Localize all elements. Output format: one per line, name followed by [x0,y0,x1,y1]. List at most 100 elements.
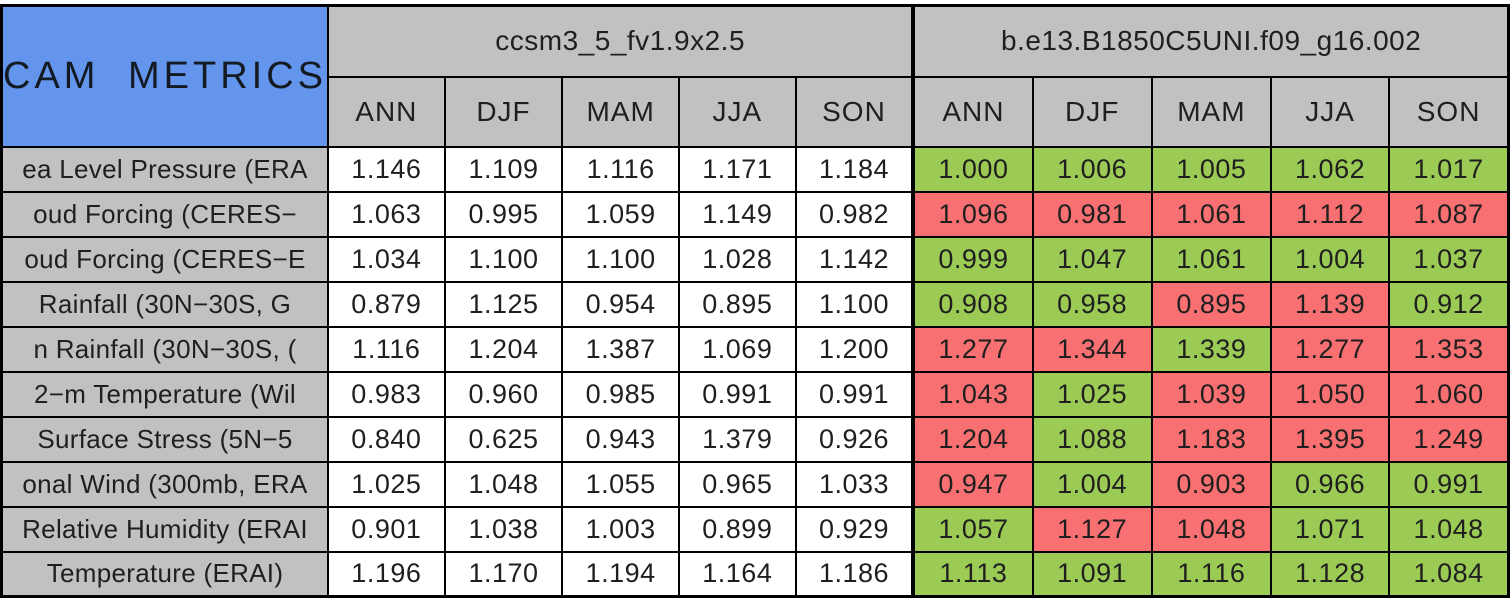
model1-value-cell: 0.879 [327,280,446,328]
metrics-rows: ea Level Pressure (ERA 1.146 1.109 1.116 1.1… [0,145,1510,598]
model1-value-cell: 0.901 [327,505,446,553]
model1-value-cell: 0.840 [327,415,446,463]
model2-value-cell: 0.958 [1031,280,1153,328]
model2-value-cell: 1.353 [1388,325,1510,373]
model1-value-cell: 0.995 [443,190,564,238]
season-header-m1-son: SON [794,75,915,148]
model2-value-cell: 1.113 [911,550,1034,598]
model1-value-cell: 0.991 [794,370,915,418]
model1-value-cell: 0.954 [561,280,680,328]
model1-value-cell: 0.985 [561,370,680,418]
model1-value-cell: 0.960 [443,370,564,418]
model1-value-cell: 1.387 [561,325,680,373]
model2-value-cell: 1.043 [911,370,1034,418]
model2-value-cell: 1.006 [1031,145,1153,193]
metric-label-cell: 2−m Temperature (Wil [0,370,329,418]
model2-value-cell: 0.895 [1150,280,1272,328]
model1-value-cell: 1.142 [794,235,915,283]
model1-value-cell: 0.943 [561,415,680,463]
model1-value-cell: 1.100 [443,235,564,283]
model1-value-cell: 1.200 [794,325,915,373]
model1-value-cell: 1.125 [443,280,564,328]
model2-value-cell: 1.017 [1388,145,1510,193]
model2-value-cell: 1.004 [1031,460,1153,508]
season-header-m1-ann: ANN [327,75,446,148]
model1-value-cell: 1.034 [327,235,446,283]
season-header-m2-mam: MAM [1150,75,1272,148]
metric-row: 2−m Temperature (Wil 0.983 0.960 0.985 0.991… [0,370,1510,418]
model2-value-cell: 1.204 [911,415,1034,463]
metric-row: Temperature (ERAI) 1.196 1.170 1.194 1.164 1.… [0,550,1510,598]
season-header-m2-son: SON [1388,75,1510,148]
model2-value-cell: 1.112 [1269,190,1391,238]
model2-value-cell: 1.025 [1031,370,1153,418]
model2-value-cell: 1.277 [1269,325,1391,373]
model2-value-cell: 1.047 [1031,235,1153,283]
model2-value-cell: 1.128 [1269,550,1391,598]
metric-label-cell: n Rainfall (30N−30S, ( [0,325,329,373]
cam-metrics-table: CAM METRICS ccsm3_5_fv1.9x2.5 b.e13.B185… [0,4,1510,598]
model1-value-cell: 1.025 [327,460,446,508]
model1-value-cell: 1.109 [443,145,564,193]
model1-value-cell: 1.033 [794,460,915,508]
season-header-row: ANN DJF MAM JJA SON ANN DJF MAM JJA SON [2,75,1510,148]
model2-value-cell: 1.091 [1031,550,1153,598]
metric-row: ea Level Pressure (ERA 1.146 1.109 1.116 1.1… [0,145,1510,193]
metric-row: oud Forcing (CERES− 1.063 0.995 1.059 1.149 0… [0,190,1510,238]
model1-value-cell: 1.196 [327,550,446,598]
model1-value-cell: 1.063 [327,190,446,238]
group-header-row: CAM METRICS ccsm3_5_fv1.9x2.5 b.e13.B185… [0,4,1510,148]
model2-value-cell: 1.277 [911,325,1034,373]
model2-value-cell: 1.005 [1150,145,1272,193]
model1-value-cell: 1.059 [561,190,680,238]
model1-value-cell: 1.186 [794,550,915,598]
model1-value-cell: 1.003 [561,505,680,553]
model1-value-cell: 1.171 [677,145,797,193]
model2-value-cell: 0.912 [1388,280,1510,328]
metric-row: oud Forcing (CERES−E 1.034 1.100 1.100 1.028… [0,235,1510,283]
model2-value-cell: 1.048 [1388,505,1510,553]
model1-value-cell: 0.929 [794,505,915,553]
metric-row: Surface Stress (5N−5 0.840 0.625 0.943 1.379… [0,415,1510,463]
model1-value-cell: 1.055 [561,460,680,508]
model2-value-cell: 1.088 [1031,415,1153,463]
model1-value-cell: 1.170 [443,550,564,598]
model2-header: b.e13.B1850C5UNI.f09_g16.002 [911,4,1510,78]
model2-value-cell: 0.999 [911,235,1034,283]
model2-value-cell: 1.139 [1269,280,1391,328]
model2-value-cell: 1.037 [1388,235,1510,283]
model2-value-cell: 1.339 [1150,325,1272,373]
model1-value-cell: 0.899 [677,505,797,553]
model2-value-cell: 1.183 [1150,415,1272,463]
model1-value-cell: 1.116 [561,145,680,193]
model2-value-cell: 1.000 [911,145,1034,193]
model2-value-cell: 1.060 [1388,370,1510,418]
model2-value-cell: 1.096 [911,190,1034,238]
model1-value-cell: 0.926 [794,415,915,463]
model1-value-cell: 1.149 [677,190,797,238]
metric-row: onal Wind (300mb, ERA 1.025 1.048 1.055 0.96… [0,460,1510,508]
season-header-m1-djf: DJF [443,75,564,148]
model2-value-cell: 0.947 [911,460,1034,508]
model1-value-cell: 1.184 [794,145,915,193]
model2-value-cell: 1.061 [1150,190,1272,238]
metric-label-cell: Relative Humidity (ERAI [0,505,329,553]
model1-value-cell: 1.038 [443,505,564,553]
model1-value-cell: 1.069 [677,325,797,373]
model1-value-cell: 1.379 [677,415,797,463]
model1-value-cell: 0.965 [677,460,797,508]
model1-value-cell: 1.146 [327,145,446,193]
model2-value-cell: 1.039 [1150,370,1272,418]
model2-value-cell: 1.050 [1269,370,1391,418]
model2-value-cell: 1.071 [1269,505,1391,553]
metric-label-cell: oud Forcing (CERES− [0,190,329,238]
metric-row: Rainfall (30N−30S, G 0.879 1.125 0.954 0.895… [0,280,1510,328]
metric-label-cell: Rainfall (30N−30S, G [0,280,329,328]
model2-value-cell: 1.116 [1150,550,1272,598]
model1-value-cell: 1.028 [677,235,797,283]
season-header-m2-ann: ANN [911,75,1034,148]
season-header-m1-jja: JJA [677,75,797,148]
metric-label-cell: ea Level Pressure (ERA [0,145,329,193]
model2-value-cell: 1.344 [1031,325,1153,373]
